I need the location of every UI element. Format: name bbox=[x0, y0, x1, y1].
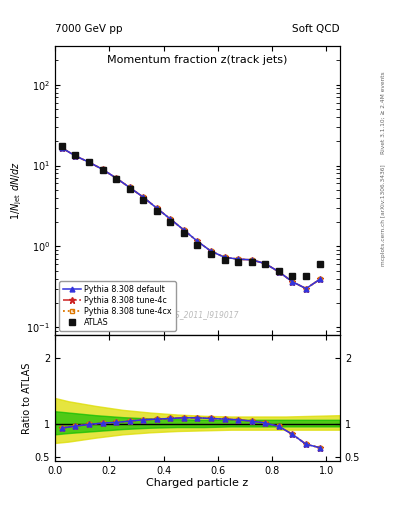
ATLAS bbox=[317, 261, 322, 267]
ATLAS bbox=[100, 167, 105, 173]
ATLAS bbox=[304, 273, 309, 279]
Pythia 8.308 tune-4cx bbox=[277, 269, 281, 275]
Pythia 8.308 tune-4c bbox=[141, 194, 145, 200]
Pythia 8.308 default bbox=[290, 279, 295, 285]
Pythia 8.308 tune-4c bbox=[222, 254, 227, 260]
Pythia 8.308 default bbox=[182, 227, 186, 233]
Line: ATLAS: ATLAS bbox=[59, 143, 323, 279]
Pythia 8.308 default bbox=[209, 248, 213, 254]
Pythia 8.308 tune-4c bbox=[182, 227, 186, 233]
Pythia 8.308 tune-4c bbox=[195, 238, 200, 244]
Pythia 8.308 tune-4cx bbox=[222, 254, 227, 260]
Pythia 8.308 tune-4cx bbox=[114, 175, 118, 181]
Y-axis label: $1/N_{\rm jet}\ dN/dz$: $1/N_{\rm jet}\ dN/dz$ bbox=[9, 161, 24, 220]
Pythia 8.308 default bbox=[114, 175, 118, 181]
Pythia 8.308 default bbox=[236, 256, 241, 262]
Pythia 8.308 tune-4cx bbox=[236, 256, 241, 262]
Text: mcplots.cern.ch [arXiv:1306.3436]: mcplots.cern.ch [arXiv:1306.3436] bbox=[381, 164, 386, 266]
Text: ATLAS_2011_I919017: ATLAS_2011_I919017 bbox=[156, 310, 239, 319]
ATLAS bbox=[168, 219, 173, 225]
ATLAS bbox=[59, 143, 64, 149]
Text: 7000 GeV pp: 7000 GeV pp bbox=[55, 24, 123, 34]
Pythia 8.308 tune-4c bbox=[114, 175, 118, 181]
ATLAS bbox=[236, 259, 241, 265]
Pythia 8.308 tune-4cx bbox=[209, 248, 213, 254]
Pythia 8.308 default bbox=[263, 261, 268, 267]
Pythia 8.308 default bbox=[277, 269, 281, 275]
Pythia 8.308 tune-4c bbox=[127, 184, 132, 190]
Pythia 8.308 tune-4c bbox=[263, 261, 268, 267]
ATLAS bbox=[209, 251, 213, 258]
Pythia 8.308 tune-4cx bbox=[59, 145, 64, 151]
ATLAS bbox=[277, 268, 281, 274]
Text: Soft QCD: Soft QCD bbox=[292, 24, 340, 34]
ATLAS bbox=[73, 152, 78, 158]
Pythia 8.308 tune-4cx bbox=[290, 279, 295, 285]
Pythia 8.308 tune-4cx bbox=[195, 238, 200, 244]
Line: Pythia 8.308 tune-4c: Pythia 8.308 tune-4c bbox=[58, 144, 323, 292]
ATLAS bbox=[154, 208, 159, 214]
Pythia 8.308 tune-4c bbox=[277, 269, 281, 275]
Pythia 8.308 tune-4cx bbox=[317, 276, 322, 283]
Pythia 8.308 tune-4c bbox=[100, 166, 105, 173]
ATLAS bbox=[127, 186, 132, 193]
Legend: Pythia 8.308 default, Pythia 8.308 tune-4c, Pythia 8.308 tune-4cx, ATLAS: Pythia 8.308 default, Pythia 8.308 tune-… bbox=[59, 281, 176, 331]
Pythia 8.308 tune-4c bbox=[154, 205, 159, 211]
Line: Pythia 8.308 default: Pythia 8.308 default bbox=[59, 145, 322, 291]
Pythia 8.308 tune-4c bbox=[59, 145, 64, 151]
Pythia 8.308 default bbox=[304, 286, 309, 292]
X-axis label: Charged particle z: Charged particle z bbox=[146, 478, 249, 488]
ATLAS bbox=[141, 197, 145, 203]
Pythia 8.308 tune-4c bbox=[250, 257, 254, 263]
Pythia 8.308 tune-4cx bbox=[141, 194, 145, 200]
Pythia 8.308 tune-4cx bbox=[154, 205, 159, 211]
Pythia 8.308 tune-4cx bbox=[127, 184, 132, 190]
Pythia 8.308 tune-4c bbox=[290, 279, 295, 285]
ATLAS bbox=[195, 242, 200, 248]
Pythia 8.308 tune-4c bbox=[168, 216, 173, 222]
ATLAS bbox=[182, 230, 186, 237]
Pythia 8.308 default bbox=[59, 145, 64, 151]
Line: Pythia 8.308 tune-4cx: Pythia 8.308 tune-4cx bbox=[59, 145, 322, 291]
ATLAS bbox=[263, 261, 268, 267]
Pythia 8.308 default bbox=[154, 205, 159, 211]
ATLAS bbox=[290, 273, 295, 279]
Pythia 8.308 default bbox=[100, 166, 105, 173]
Pythia 8.308 default bbox=[127, 184, 132, 190]
Pythia 8.308 tune-4cx bbox=[100, 166, 105, 173]
Pythia 8.308 default bbox=[195, 238, 200, 244]
Pythia 8.308 tune-4cx bbox=[86, 159, 91, 165]
Pythia 8.308 tune-4cx bbox=[304, 286, 309, 292]
Pythia 8.308 default bbox=[222, 254, 227, 260]
ATLAS bbox=[86, 159, 91, 165]
Pythia 8.308 tune-4c bbox=[304, 286, 309, 292]
Pythia 8.308 tune-4c bbox=[86, 159, 91, 165]
Pythia 8.308 default bbox=[317, 276, 322, 283]
Pythia 8.308 tune-4cx bbox=[250, 257, 254, 263]
Pythia 8.308 default bbox=[141, 194, 145, 200]
ATLAS bbox=[114, 176, 118, 182]
Pythia 8.308 tune-4c bbox=[236, 256, 241, 262]
Text: Rivet 3.1.10; ≥ 2.4M events: Rivet 3.1.10; ≥ 2.4M events bbox=[381, 71, 386, 154]
Pythia 8.308 tune-4c bbox=[209, 248, 213, 254]
Y-axis label: Ratio to ATLAS: Ratio to ATLAS bbox=[22, 362, 32, 434]
ATLAS bbox=[250, 259, 254, 265]
Pythia 8.308 tune-4cx bbox=[263, 261, 268, 267]
Pythia 8.308 default bbox=[250, 257, 254, 263]
Pythia 8.308 tune-4cx bbox=[168, 216, 173, 222]
Pythia 8.308 tune-4c bbox=[317, 276, 322, 283]
Pythia 8.308 tune-4cx bbox=[182, 227, 186, 233]
Pythia 8.308 tune-4c bbox=[73, 153, 78, 159]
Pythia 8.308 default bbox=[73, 153, 78, 159]
Pythia 8.308 tune-4cx bbox=[73, 153, 78, 159]
Text: Momentum fraction z(track jets): Momentum fraction z(track jets) bbox=[107, 55, 288, 65]
Pythia 8.308 default bbox=[86, 159, 91, 165]
Pythia 8.308 default bbox=[168, 216, 173, 222]
ATLAS bbox=[222, 257, 227, 263]
